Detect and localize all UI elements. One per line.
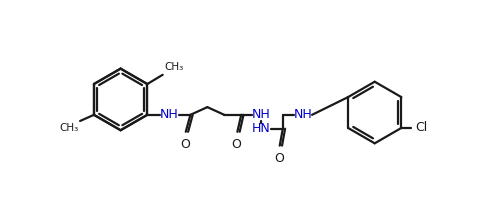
Text: HN: HN [252, 122, 271, 135]
Text: NH: NH [252, 108, 271, 121]
Text: O: O [232, 138, 242, 151]
Text: Cl: Cl [415, 121, 427, 134]
Text: CH₃: CH₃ [164, 62, 183, 72]
Text: CH₃: CH₃ [59, 123, 78, 133]
Text: NH: NH [293, 108, 312, 121]
Text: O: O [274, 152, 284, 165]
Text: NH: NH [159, 108, 178, 121]
Text: O: O [180, 138, 190, 151]
